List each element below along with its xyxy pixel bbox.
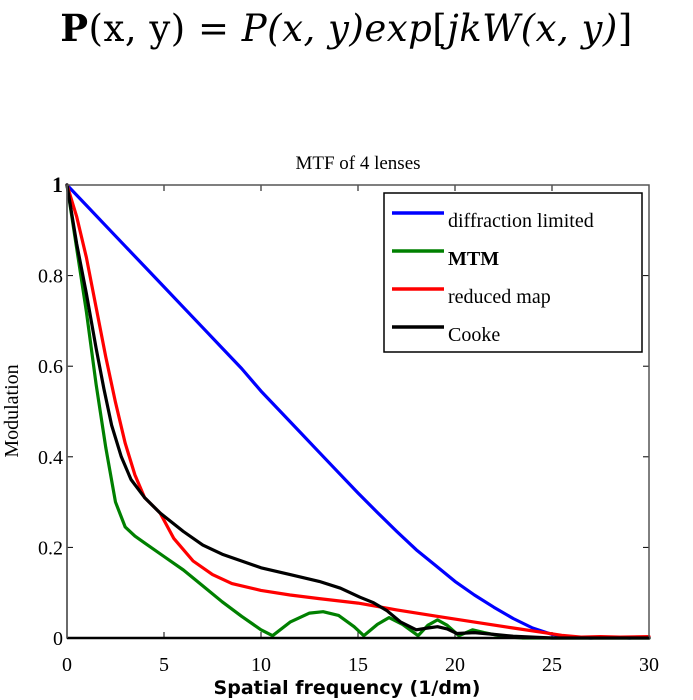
pupil-function-equation: P(x, y) = P(x, y)exp[jkW(x, y)] [0, 6, 693, 50]
x-tick-label: 20 [445, 654, 465, 676]
legend-label: reduced map [448, 286, 551, 308]
y-tick-label: 0.2 [38, 537, 63, 559]
legend-item-reduced-map: reduced map [392, 286, 551, 308]
legend-label: diffraction limited [448, 210, 594, 232]
equation-rhs-inner-args: (x, y) [520, 7, 618, 50]
legend: diffraction limited MTM reduced map Cooke [383, 192, 643, 353]
legend-item-diffraction-limited: diffraction limited [392, 210, 594, 232]
x-tick-label: 10 [251, 654, 271, 676]
equation-lhs-args: (x, y) [88, 7, 186, 50]
y-tick-label: 0.6 [38, 356, 63, 378]
x-tick-label: 0 [62, 654, 72, 676]
equation-lhs-symbol: P [60, 6, 89, 50]
legend-label: Cooke [448, 324, 500, 346]
series-layer [65, 183, 651, 640]
x-axis-label: Spatial frequency (1/dm) [214, 677, 481, 699]
series-line-reduced-map [65, 183, 651, 639]
legend-label: MTM [448, 248, 499, 270]
equation-rhs-exp: exp [364, 7, 433, 50]
x-tick-label: 5 [159, 654, 169, 676]
x-tick-label: 25 [542, 654, 562, 676]
y-tick-label: 0 [53, 628, 63, 650]
series-line-cooke [65, 183, 651, 640]
series-line-mtm [65, 183, 651, 640]
x-tick-label: 30 [639, 654, 659, 676]
y-tick-label: 0.4 [38, 447, 63, 469]
x-axis-ticks: 0 5 10 15 20 25 30 [62, 185, 659, 676]
x-tick-label: 15 [348, 654, 368, 676]
chart-title: MTF of 4 lenses [295, 153, 420, 174]
equation-bracket-open: [ [432, 7, 448, 50]
legend-item-cooke: Cooke [392, 324, 500, 346]
equation-rhs-func: P [241, 7, 268, 50]
equation-equals: = [197, 7, 230, 50]
equation-rhs-inner: jkW [447, 7, 521, 50]
y-tick-label: 1 [52, 172, 63, 197]
equation-bracket-close: ] [617, 7, 633, 50]
y-axis-label: Modulation [1, 364, 23, 457]
y-tick-label: 0.8 [38, 266, 63, 288]
legend-item-mtm: MTM [392, 248, 499, 270]
equation-rhs-args: (x, y) [267, 7, 365, 50]
y-axis-ticks: 0 0.2 0.4 0.6 0.8 1 [38, 172, 649, 650]
